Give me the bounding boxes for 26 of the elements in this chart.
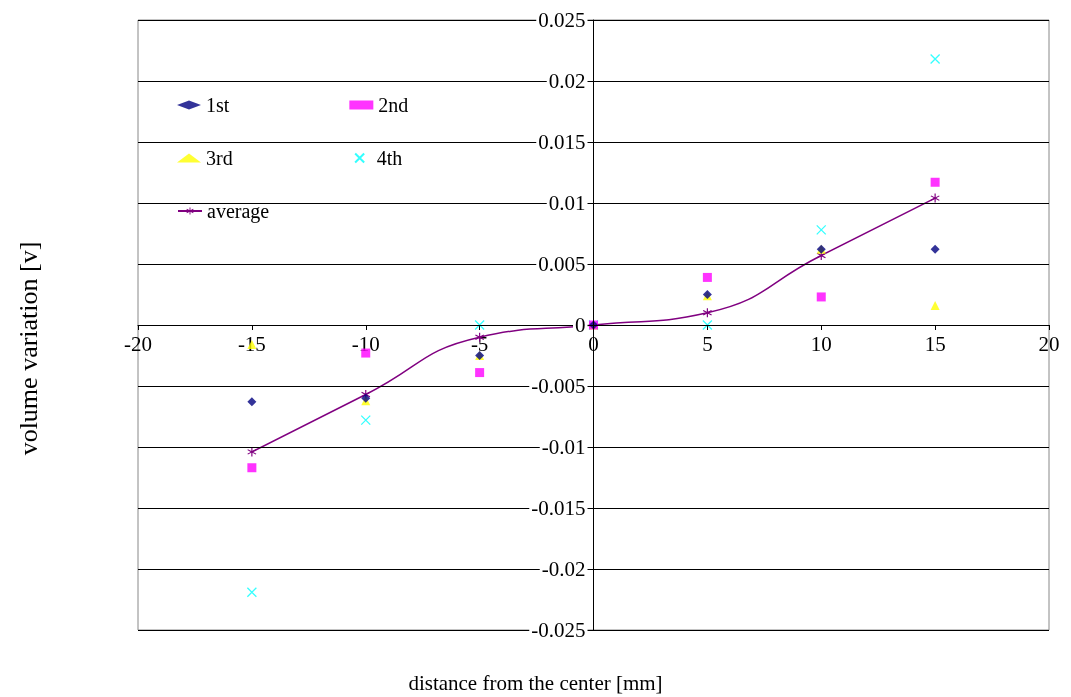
- y-tick-label: 0.015: [538, 130, 586, 154]
- x-tick-label: 10: [810, 331, 832, 356]
- legend-label: 3rd: [206, 147, 233, 169]
- y-axis-title: volume variation [v]: [13, 241, 43, 456]
- legend-label: 4th: [376, 147, 403, 169]
- y-tick-label: -0.015: [531, 496, 586, 520]
- y-tick-label: 0.02: [548, 69, 586, 93]
- legend-label: average: [207, 200, 270, 223]
- x-axis-title: distance from the center [mm]: [408, 670, 663, 695]
- legend-label: 2nd: [378, 94, 409, 116]
- y-tick-label: -0.025: [531, 618, 586, 642]
- y-tick-label: -0.005: [531, 374, 586, 398]
- x-tick-label: 5: [702, 331, 713, 356]
- x-tick-label: 15: [924, 331, 946, 356]
- y-tick-label: -0.01: [541, 435, 586, 459]
- y-tick-label: 0.01: [548, 191, 586, 215]
- x-tick-label: -15: [237, 331, 266, 356]
- y-tick-label: 0: [575, 313, 586, 337]
- y-tick-label: 0.025: [538, 8, 586, 32]
- x-tick-label: -20: [124, 331, 152, 356]
- x-tick-label: 20: [1038, 331, 1060, 356]
- x-tick-label: -10: [351, 331, 380, 356]
- y-tick-label: -0.02: [541, 557, 586, 581]
- y-tick-label: 0.005: [538, 252, 586, 276]
- x-tick-label: -5: [470, 331, 489, 356]
- legend-label: 1st: [206, 94, 230, 116]
